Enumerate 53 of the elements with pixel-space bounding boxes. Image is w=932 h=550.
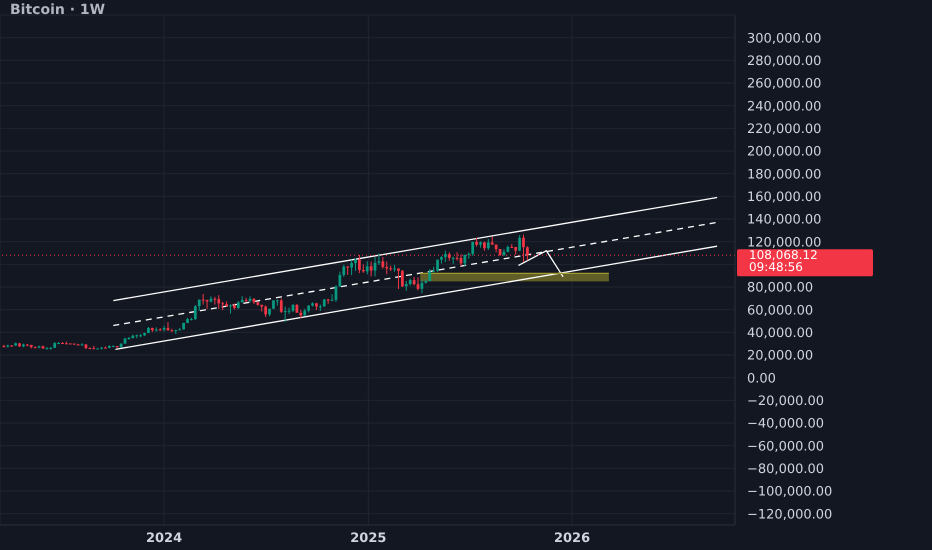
candlestick <box>202 294 205 306</box>
y-tick-label: 20,000.00 <box>747 348 814 364</box>
y-tick-label: 220,000.00 <box>747 122 822 137</box>
x-tick-label: 2025 <box>350 531 386 546</box>
y-tick-label: 120,000.00 <box>747 235 822 250</box>
y-tick-label: −40,000.00 <box>747 416 824 432</box>
candlestick <box>206 299 208 310</box>
y-tick-label: 240,000.00 <box>747 99 822 114</box>
y-tick-label: 200,000.00 <box>747 144 822 160</box>
candlestick <box>342 264 346 278</box>
y-tick-label: 180,000.00 <box>747 167 822 182</box>
y-tick-label: −60,000.00 <box>747 439 824 454</box>
candlestick <box>346 265 350 276</box>
y-tick-label: −20,000.00 <box>747 394 824 409</box>
chart-title: Bitcoin · 1W <box>10 2 106 18</box>
candlestick <box>518 234 521 252</box>
candlestick <box>229 304 232 314</box>
x-tick-label: 2024 <box>146 531 182 546</box>
y-tick-label: 140,000.00 <box>747 212 822 228</box>
candlestick <box>354 258 357 272</box>
text: 09:48:56 <box>749 260 803 274</box>
y-tick-label: 0.00 <box>747 371 776 386</box>
y-tick-label: −120,000.00 <box>747 507 832 522</box>
candlestick <box>416 276 420 291</box>
y-tick-label: 280,000.00 <box>747 54 822 69</box>
candlestick <box>264 304 268 318</box>
y-tick-label: −100,000.00 <box>747 484 832 500</box>
candlestick <box>471 241 474 256</box>
candlestick <box>374 256 376 277</box>
ref-line-label: 108,068.12 <box>749 248 818 262</box>
candlestick <box>385 261 388 275</box>
candlestick <box>284 306 287 323</box>
y-tick-label: 40,000.00 <box>747 326 814 341</box>
candlestick <box>194 304 197 320</box>
candlestick <box>338 271 342 288</box>
candlestick <box>436 258 439 272</box>
candlestick <box>444 250 447 263</box>
x-tick-label: 2026 <box>554 531 590 546</box>
y-tick-label: −80,000.00 <box>747 462 824 477</box>
candlestick <box>397 268 400 290</box>
candlestick <box>217 294 220 310</box>
candlestick <box>378 252 380 266</box>
candlestick <box>350 259 353 276</box>
y-tick-label: 300,000.00 <box>747 31 822 46</box>
y-tick-label: 160,000.00 <box>747 190 822 205</box>
candlestick <box>452 256 455 264</box>
y-tick-label: 80,000.00 <box>747 280 814 296</box>
y-tick-label: 260,000.00 <box>747 76 822 92</box>
candlestick <box>464 254 466 267</box>
y-tick-label: 60,000.00 <box>747 303 814 318</box>
candlestick <box>420 280 424 294</box>
candlestick <box>280 298 283 314</box>
candlestick <box>334 284 338 302</box>
